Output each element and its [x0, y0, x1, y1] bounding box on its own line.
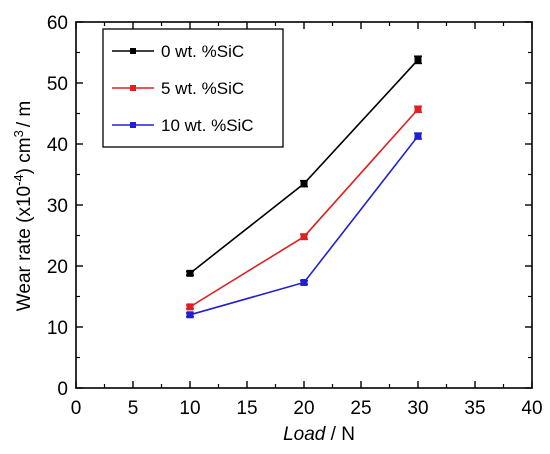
data-point	[186, 303, 194, 311]
y-tick-label: 60	[47, 13, 68, 34]
data-point	[414, 56, 422, 64]
series-layer	[186, 55, 422, 319]
x-tick-label: 15	[236, 398, 257, 419]
data-point	[300, 278, 308, 286]
x-tick-label: 30	[407, 398, 428, 419]
legend-marker	[130, 85, 136, 91]
x-tick-label: 20	[293, 398, 314, 419]
series-2	[186, 132, 422, 319]
x-tick-label: 40	[521, 398, 542, 419]
data-point	[414, 105, 422, 113]
x-tick-label: 35	[464, 398, 485, 419]
axes: 0 5 10 15 20 25 30 35 40 0 10 20 30 40 50 60	[47, 13, 543, 419]
legend: 0 wt. %SiC 5 wt. %SiC 10 wt. %SiC	[102, 28, 284, 148]
y-tick-label: 0	[57, 379, 68, 400]
data-point	[300, 233, 308, 241]
y-tick-label: 20	[47, 257, 68, 278]
x-tick-label: 0	[71, 398, 82, 419]
y-axis-title: Wear rate (x10-4) cm3/ m	[11, 101, 35, 311]
series-0	[186, 55, 422, 277]
data-point	[414, 132, 422, 140]
legend-label: 0 wt. %SiC	[161, 42, 244, 61]
x-tick-label: 10	[179, 398, 200, 419]
series-1	[186, 105, 422, 311]
x-tick-label: 5	[128, 398, 139, 419]
x-tick-label: 25	[350, 398, 371, 419]
series-line	[189, 135, 419, 316]
data-point	[186, 269, 194, 277]
y-tick-label: 40	[47, 135, 68, 156]
legend-label: 5 wt. %SiC	[161, 79, 244, 98]
legend-label: 10 wt. %SiC	[161, 116, 254, 135]
legend-marker	[130, 122, 136, 128]
y-tick-label: 50	[47, 74, 68, 95]
x-axis-title: Load / N	[283, 424, 355, 445]
y-tick-label: 10	[47, 318, 68, 339]
data-point	[186, 311, 194, 319]
data-point	[300, 180, 308, 188]
y-tick-label: 30	[47, 196, 68, 217]
legend-marker	[130, 48, 136, 54]
